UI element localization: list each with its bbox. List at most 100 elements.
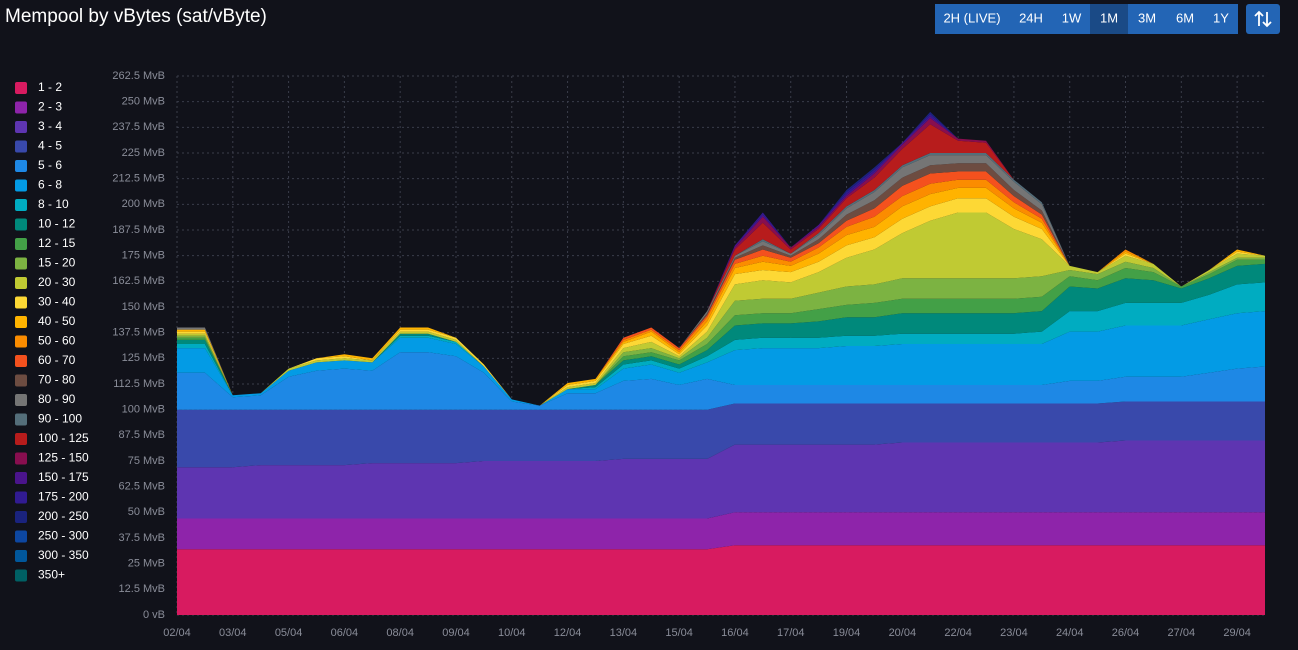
legend-label: 3 - 4 [38, 119, 62, 133]
range-button[interactable]: 1W [1053, 4, 1090, 34]
legend-swatch [15, 374, 27, 387]
area [177, 259, 1265, 406]
x-tick-label: 19/04 [833, 627, 861, 639]
area [177, 187, 1265, 406]
legend-swatch [15, 218, 27, 231]
legend-swatch [15, 257, 27, 270]
legend-label: 30 - 40 [38, 295, 76, 309]
area [177, 171, 1265, 406]
x-tick-label: 03/04 [219, 627, 247, 639]
legend-swatch [15, 101, 27, 114]
legend-swatch [15, 550, 27, 562]
y-tick-label: 75 MvB [128, 455, 165, 467]
legend-label: 150 - 175 [38, 470, 89, 484]
x-tick-label: 10/04 [498, 627, 526, 639]
x-tick-label: 17/04 [777, 627, 805, 639]
legend-label: 50 - 60 [38, 334, 76, 348]
range-button-bg[interactable] [1128, 4, 1166, 34]
legend-swatch [15, 140, 27, 153]
y-tick-label: 0 vB [143, 609, 165, 621]
y-tick-label: 162.5 MvB [112, 275, 165, 287]
y-tick-label: 225 MvB [122, 147, 165, 159]
x-tick-label: 12/04 [554, 627, 582, 639]
legend-swatch [15, 413, 27, 426]
range-button-bg[interactable] [1166, 4, 1204, 34]
legend-label: 60 - 70 [38, 353, 76, 367]
legend-label: 300 - 350 [38, 548, 89, 562]
range-button-label: 2H (LIVE) [943, 10, 1000, 25]
range-button[interactable]: 3M [1128, 4, 1166, 34]
legend-label: 175 - 200 [38, 490, 89, 504]
y-tick-label: 175 MvB [122, 250, 165, 262]
legend-label: 350+ [38, 568, 65, 582]
range-button[interactable]: 1M [1090, 4, 1128, 34]
range-button-label: 6M [1176, 10, 1194, 25]
legend-label: 12 - 15 [38, 236, 76, 250]
chart-title: Mempool by vBytes (sat/vByte) [5, 6, 267, 27]
range-button[interactable]: 2H (LIVE) [935, 4, 1009, 34]
sort-button-bg[interactable] [1246, 4, 1280, 34]
range-button-bg[interactable] [935, 4, 1009, 34]
legend-label: 6 - 8 [38, 178, 62, 192]
legend-swatch [15, 433, 27, 445]
legend-label: 80 - 90 [38, 392, 76, 406]
x-tick-label: 15/04 [665, 627, 693, 639]
range-button-label: 1M [1100, 10, 1118, 25]
legend-swatch [15, 238, 27, 250]
legend-label: 200 - 250 [38, 509, 89, 523]
range-button[interactable]: 24H [1009, 4, 1053, 34]
y-tick-label: 87.5 MvB [119, 429, 165, 441]
y-tick-label: 37.5 MvB [119, 532, 165, 544]
range-button[interactable]: 6M [1166, 4, 1204, 34]
range-button-bg[interactable] [1090, 4, 1128, 34]
sort-icon [1254, 10, 1272, 28]
x-tick-label: 09/04 [442, 627, 470, 639]
legend-swatch [15, 452, 27, 465]
area [177, 257, 1265, 406]
legend-label: 10 - 12 [38, 217, 76, 231]
legend-label: 20 - 30 [38, 275, 76, 289]
range-button-label: 1Y [1213, 10, 1229, 25]
legend-swatch [15, 296, 27, 309]
legend-swatch [15, 530, 27, 543]
legend-label: 250 - 300 [38, 529, 89, 543]
range-button-label: 3M [1138, 10, 1156, 25]
legend-swatch [15, 160, 27, 172]
range-button-bg[interactable] [1009, 4, 1053, 34]
x-tick-label: 26/04 [1112, 627, 1140, 639]
y-tick-label: 100 MvB [122, 404, 165, 416]
legend-label: 70 - 80 [38, 373, 76, 387]
x-tick-label: 20/04 [889, 627, 917, 639]
area [177, 440, 1265, 519]
y-tick-label: 150 MvB [122, 301, 165, 313]
area [177, 311, 1265, 406]
y-tick-label: 125 MvB [122, 352, 165, 364]
area [177, 198, 1265, 406]
x-tick-label: 13/04 [610, 627, 638, 639]
x-tick-label: 05/04 [275, 627, 303, 639]
legend-label: 100 - 125 [38, 431, 89, 445]
range-button-bg[interactable] [1204, 4, 1238, 34]
legend-label: 2 - 3 [38, 100, 62, 114]
legend-swatch [15, 121, 27, 133]
legend-swatch [15, 316, 27, 328]
legend-swatch [15, 569, 27, 582]
range-button-bg[interactable] [1053, 4, 1090, 34]
x-tick-label: 02/04 [163, 627, 191, 639]
legend-label: 90 - 100 [38, 412, 82, 426]
area [177, 212, 1265, 406]
legend-label: 40 - 50 [38, 314, 76, 328]
legend-label: 5 - 6 [38, 158, 62, 172]
x-tick-label: 22/04 [944, 627, 972, 639]
y-tick-label: 50 MvB [128, 506, 165, 518]
x-tick-label: 08/04 [386, 627, 414, 639]
y-tick-label: 262.5 MvB [112, 70, 165, 82]
x-tick-label: 16/04 [721, 627, 749, 639]
range-button[interactable]: 1Y [1204, 4, 1238, 34]
y-tick-label: 112.5 MvB [113, 378, 165, 390]
y-tick-label: 212.5 MvB [112, 173, 165, 185]
legend-label: 125 - 150 [38, 451, 89, 465]
sort-button[interactable] [1246, 4, 1280, 34]
y-tick-label: 12.5 MvB [119, 583, 165, 595]
